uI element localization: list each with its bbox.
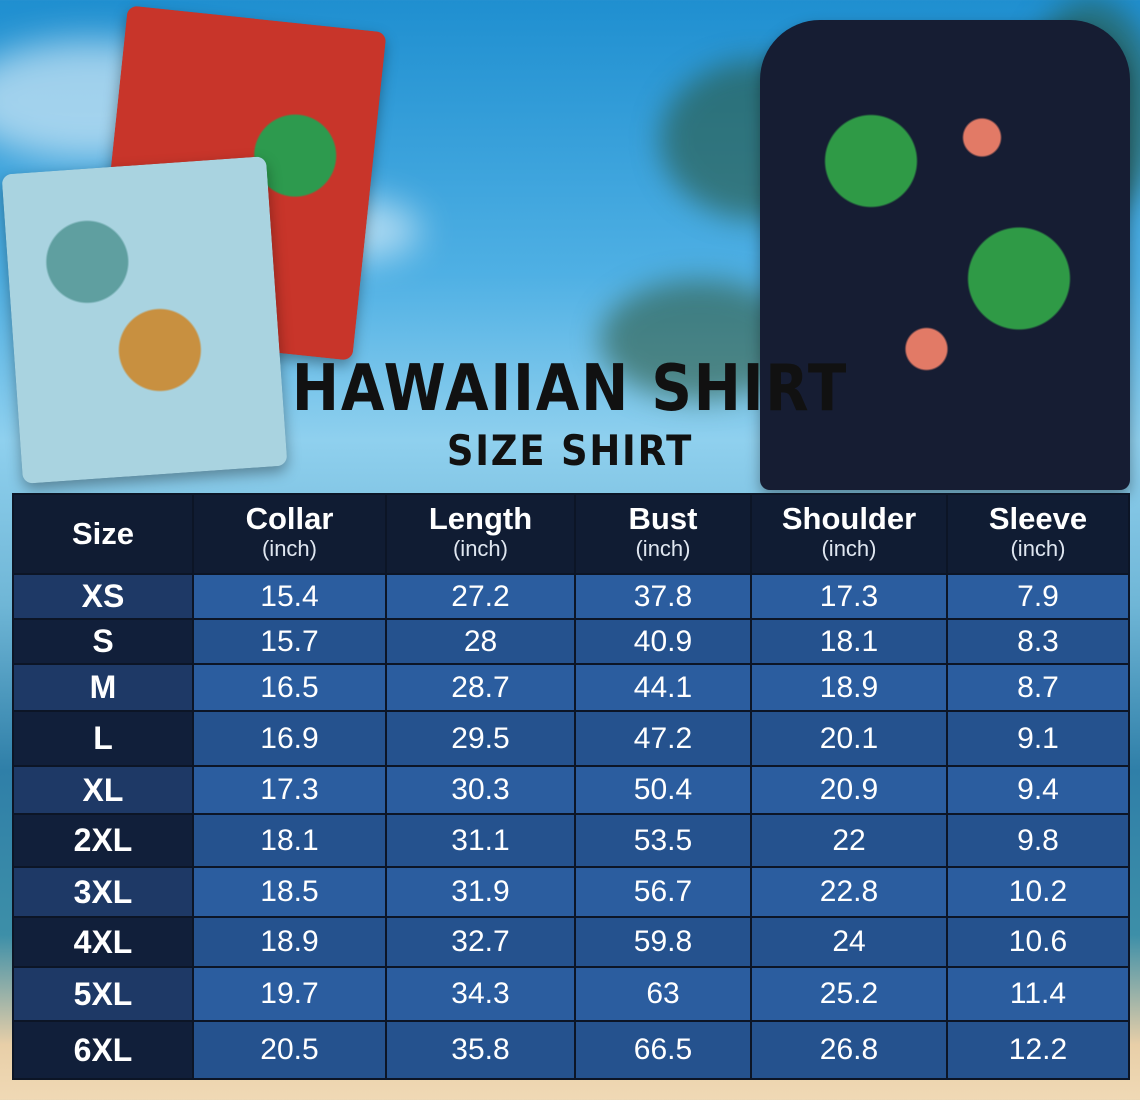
measurement-cell: 11.4	[946, 966, 1130, 1022]
measurement-cell: 8.3	[946, 618, 1130, 665]
size-label: 2XL	[12, 813, 194, 868]
table-row: XL 17.3 30.3 50.4 20.9 9.4	[12, 765, 1130, 815]
measurement-cell: 66.5	[574, 1020, 752, 1080]
table-row: 4XL 18.9 32.7 59.8 24 10.6	[12, 916, 1130, 968]
table-row: L 16.9 29.5 47.2 20.1 9.1	[12, 710, 1130, 767]
column-header-size: Size	[12, 493, 194, 575]
size-label: 4XL	[12, 916, 194, 968]
measurement-cell: 18.1	[750, 618, 948, 665]
table-row: 2XL 18.1 31.1 53.5 22 9.8	[12, 813, 1130, 868]
measurement-cell: 40.9	[574, 618, 752, 665]
column-header-unit: (inch)	[821, 536, 877, 561]
column-header-unit: (inch)	[261, 536, 317, 561]
column-header-label: Collar	[245, 501, 334, 536]
measurement-cell: 20.1	[750, 710, 948, 767]
measurement-cell: 30.3	[385, 765, 576, 815]
table-row: 5XL 19.7 34.3 63 25.2 11.4	[12, 966, 1130, 1022]
measurement-cell: 26.8	[750, 1020, 948, 1080]
size-label: XS	[12, 573, 194, 620]
size-label: S	[12, 618, 194, 665]
measurement-cell: 18.1	[192, 813, 387, 868]
table-row: 6XL 20.5 35.8 66.5 26.8 12.2	[12, 1020, 1130, 1080]
measurement-cell: 28.7	[385, 663, 576, 712]
measurement-cell: 9.1	[946, 710, 1130, 767]
measurement-cell: 22.8	[750, 866, 948, 918]
measurement-cell: 27.2	[385, 573, 576, 620]
measurement-cell: 15.7	[192, 618, 387, 665]
measurement-cell: 8.7	[946, 663, 1130, 712]
model-flamingo-shirt-image	[760, 20, 1130, 490]
measurement-cell: 20.9	[750, 765, 948, 815]
measurement-cell: 9.8	[946, 813, 1130, 868]
measurement-cell: 16.5	[192, 663, 387, 712]
measurement-cell: 9.4	[946, 765, 1130, 815]
measurement-cell: 59.8	[574, 916, 752, 968]
measurement-cell: 17.3	[750, 573, 948, 620]
measurement-cell: 18.9	[750, 663, 948, 712]
column-header-length: Length (inch)	[385, 493, 576, 575]
measurement-cell: 17.3	[192, 765, 387, 815]
measurement-cell: 32.7	[385, 916, 576, 968]
column-header-unit: (inch)	[1010, 536, 1066, 561]
column-header-label: Shoulder	[781, 501, 917, 536]
measurement-cell: 53.5	[574, 813, 752, 868]
measurement-cell: 28	[385, 618, 576, 665]
size-label: XL	[12, 765, 194, 815]
measurement-cell: 35.8	[385, 1020, 576, 1080]
measurement-cell: 25.2	[750, 966, 948, 1022]
column-header-label: Length	[428, 501, 533, 536]
size-label: 6XL	[12, 1020, 194, 1080]
measurement-cell: 15.4	[192, 573, 387, 620]
measurement-cell: 44.1	[574, 663, 752, 712]
measurement-cell: 7.9	[946, 573, 1130, 620]
measurement-cell: 22	[750, 813, 948, 868]
table-row: 3XL 18.5 31.9 56.7 22.8 10.2	[12, 866, 1130, 918]
measurement-cell: 24	[750, 916, 948, 968]
measurement-cell: 18.5	[192, 866, 387, 918]
measurement-cell: 12.2	[946, 1020, 1130, 1080]
page-subtitle: SIZE SHIRT	[446, 426, 694, 475]
size-chart-table: Size Collar (inch) Length (inch) Bust (inch) Sh…	[12, 493, 1130, 1080]
measurement-cell: 10.6	[946, 916, 1130, 968]
column-header-label: Bust	[628, 501, 698, 536]
measurement-cell: 56.7	[574, 866, 752, 918]
table-row: XS 15.4 27.2 37.8 17.3 7.9	[12, 573, 1130, 620]
measurement-cell: 47.2	[574, 710, 752, 767]
measurement-cell: 63	[574, 966, 752, 1022]
measurement-cell: 31.1	[385, 813, 576, 868]
measurement-cell: 34.3	[385, 966, 576, 1022]
measurement-cell: 16.9	[192, 710, 387, 767]
measurement-cell: 19.7	[192, 966, 387, 1022]
column-header-bust: Bust (inch)	[574, 493, 752, 575]
column-header-collar: Collar (inch)	[192, 493, 387, 575]
column-header-label: Sleeve	[988, 501, 1088, 536]
size-label: L	[12, 710, 194, 767]
column-header-label: Size	[71, 516, 135, 551]
size-label: 5XL	[12, 966, 194, 1022]
table-row: M 16.5 28.7 44.1 18.9 8.7	[12, 663, 1130, 712]
page-title: HAWAIIAN SHIRT	[291, 352, 849, 426]
size-label: M	[12, 663, 194, 712]
measurement-cell: 29.5	[385, 710, 576, 767]
measurement-cell: 50.4	[574, 765, 752, 815]
measurement-cell: 18.9	[192, 916, 387, 968]
size-label: 3XL	[12, 866, 194, 918]
column-header-unit: (inch)	[452, 536, 508, 561]
table-row: S 15.7 28 40.9 18.1 8.3	[12, 618, 1130, 665]
measurement-cell: 20.5	[192, 1020, 387, 1080]
column-header-unit: (inch)	[635, 536, 691, 561]
column-header-sleeve: Sleeve (inch)	[946, 493, 1130, 575]
measurement-cell: 37.8	[574, 573, 752, 620]
measurement-cell: 10.2	[946, 866, 1130, 918]
column-header-shoulder: Shoulder (inch)	[750, 493, 948, 575]
measurement-cell: 31.9	[385, 866, 576, 918]
